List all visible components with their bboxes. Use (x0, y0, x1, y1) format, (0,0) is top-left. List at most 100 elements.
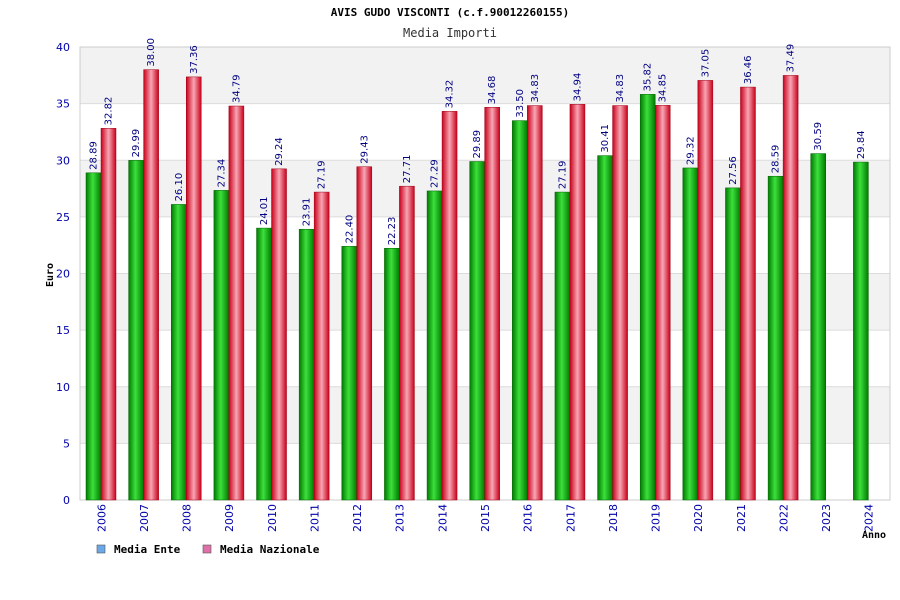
bar-media-ente (298, 228, 315, 501)
data-label: 30.59 (813, 122, 824, 151)
x-axis-label: Anno (862, 530, 886, 541)
data-label: 29.24 (274, 137, 285, 166)
bar-media-ente (682, 167, 699, 501)
data-label: 27.29 (430, 159, 441, 188)
bar-media-ente (810, 153, 826, 501)
x-tick-label: 2012 (351, 504, 364, 532)
x-tick-label: 2019 (650, 504, 663, 532)
data-label: 33.50 (515, 89, 526, 118)
x-tick-label: 2022 (777, 504, 790, 532)
bar-media-nazionale (612, 105, 628, 501)
bar-media-ente (512, 120, 528, 501)
data-label: 26.10 (174, 173, 185, 202)
x-tick-label: 2023 (820, 504, 833, 532)
bar-media-ente (554, 191, 571, 501)
bar-media-nazionale (100, 128, 117, 501)
y-tick-label: 5 (63, 437, 70, 450)
data-label: 34.79 (231, 74, 242, 103)
data-label: 29.89 (472, 130, 483, 159)
x-tick-label: 2011 (308, 504, 321, 532)
bar-media-ente (597, 155, 613, 501)
x-tick-label: 2008 (181, 504, 194, 532)
bar-media-nazionale (186, 76, 202, 501)
data-label: 22.23 (387, 217, 398, 246)
bar-media-ente (426, 190, 443, 501)
bar-media-nazionale (228, 105, 245, 501)
legend-swatch-media-nazionale (202, 544, 212, 554)
x-tick-label: 2013 (394, 504, 407, 532)
bar-media-nazionale (740, 86, 756, 501)
bar-media-ente (213, 190, 230, 501)
y-tick-label: 20 (56, 268, 70, 281)
data-label: 32.82 (104, 97, 115, 126)
data-label: 37.49 (786, 44, 797, 73)
y-tick-label: 40 (56, 41, 70, 54)
data-label: 34.83 (530, 74, 541, 103)
legend-label-media-nazionale: Media Nazionale (220, 543, 320, 556)
bar-media-ente (256, 227, 272, 501)
x-tick-label: 2006 (95, 504, 108, 532)
legend: Media Ente Media Nazionale (96, 543, 320, 556)
bar-media-nazionale (356, 166, 373, 501)
y-tick-labels: 0 5 10 15 20 25 30 35 40 (56, 41, 70, 507)
data-label: 34.85 (658, 74, 669, 103)
bar-media-ente (725, 187, 741, 501)
y-tick-label: 0 (63, 494, 70, 507)
bar-media-ente (384, 247, 400, 501)
x-tick-label: 2020 (692, 504, 705, 532)
data-label: 22.40 (344, 215, 355, 244)
data-label: 27.71 (402, 155, 413, 184)
y-tick-label: 10 (56, 381, 70, 394)
legend-swatch-media-ente (96, 544, 106, 554)
bar-media-ente (341, 246, 358, 501)
x-tick-label: 2017 (564, 504, 577, 532)
data-label: 29.84 (856, 130, 867, 159)
data-label: 36.46 (743, 55, 754, 84)
data-label: 37.36 (189, 45, 200, 74)
x-tick-label: 2018 (607, 504, 620, 532)
bar-media-ente (171, 204, 187, 501)
bars: 28.89 32.82 29.99 38.00 26.10 37.36 27.34 34.79… (85, 38, 869, 501)
x-tick-label: 2024 (863, 504, 876, 532)
chart-subtitle: Media Importi (403, 26, 497, 40)
data-label: 29.43 (359, 135, 370, 164)
x-tick-label: 2009 (223, 504, 236, 532)
bar-media-nazionale (782, 75, 799, 501)
y-axis-label: Euro (45, 263, 56, 287)
data-label: 28.89 (89, 141, 100, 170)
bar-media-ente (128, 160, 144, 501)
chart-title: AVIS GUDO VISCONTI (c.f.90012260155) (331, 6, 569, 19)
data-label: 34.94 (572, 73, 583, 102)
data-label: 23.91 (302, 198, 313, 227)
data-label: 34.32 (445, 80, 456, 109)
data-label: 38.00 (146, 38, 157, 67)
data-label: 35.82 (643, 63, 654, 92)
bar-media-nazionale (484, 106, 500, 501)
x-tick-label: 2010 (266, 504, 279, 532)
x-tick-label: 2016 (522, 504, 535, 532)
bar-media-nazionale (527, 105, 543, 501)
bar-media-ente (767, 175, 784, 501)
x-tick-labels: 2006 2007 2008 2009 2010 2011 2012 2013 2014 2015… (95, 504, 875, 532)
data-label: 29.32 (685, 136, 696, 165)
data-label: 27.56 (728, 156, 739, 185)
data-label: 28.59 (771, 145, 782, 174)
data-label: 24.01 (259, 196, 270, 225)
x-tick-label: 2021 (735, 504, 748, 532)
bar-media-nazionale (143, 69, 159, 501)
y-tick-label: 30 (56, 154, 70, 167)
bar-media-ente (85, 172, 102, 501)
x-tick-label: 2014 (436, 504, 449, 532)
bar-media-nazionale (441, 111, 458, 501)
bar-media-ente (469, 161, 485, 501)
data-label: 37.05 (700, 49, 711, 78)
legend-label-media-ente: Media Ente (114, 543, 181, 556)
data-label: 34.68 (487, 76, 498, 105)
bar-media-nazionale (569, 104, 586, 501)
y-tick-label: 15 (56, 324, 70, 337)
data-label: 27.19 (317, 160, 328, 189)
bar-media-nazionale (399, 185, 415, 501)
bar-media-ente (853, 161, 869, 501)
bar-media-nazionale (697, 80, 714, 501)
